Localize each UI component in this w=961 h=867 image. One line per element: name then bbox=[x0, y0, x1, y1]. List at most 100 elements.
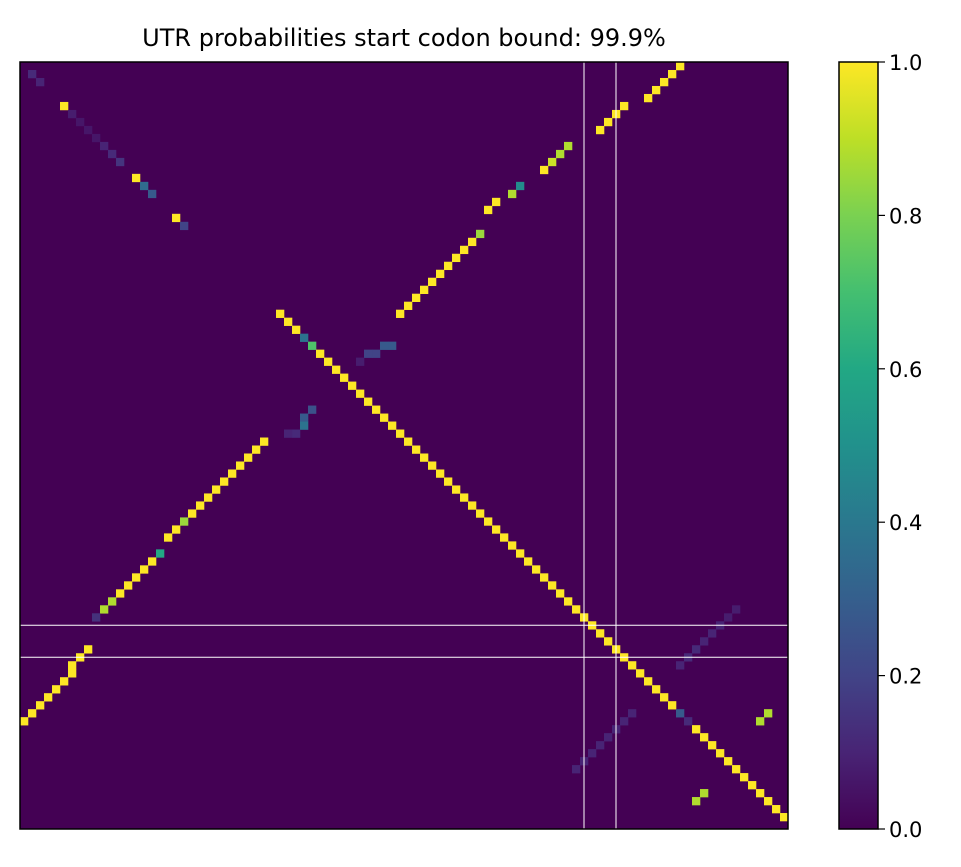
heatmap-cell bbox=[564, 597, 573, 606]
heatmap-cell bbox=[684, 717, 693, 726]
heatmap-cell bbox=[372, 405, 381, 414]
heatmap-cell bbox=[60, 677, 69, 686]
heatmap-cell bbox=[380, 341, 389, 350]
heatmap-cell bbox=[772, 805, 781, 814]
heatmap-cell bbox=[124, 581, 133, 590]
heatmap-cell bbox=[700, 637, 709, 646]
heatmap-cell bbox=[484, 205, 493, 215]
heatmap-cell bbox=[68, 661, 77, 670]
heatmap-cell bbox=[76, 117, 85, 127]
heatmap-cell bbox=[748, 781, 757, 790]
heatmap-cell bbox=[132, 173, 141, 183]
heatmap-cell bbox=[108, 597, 117, 606]
heatmap-cell bbox=[212, 485, 221, 494]
heatmap-cell bbox=[84, 125, 93, 135]
heatmap-cell bbox=[516, 181, 525, 191]
heatmap-cell bbox=[604, 117, 613, 127]
heatmap-cell bbox=[196, 501, 205, 510]
heatmap-cell bbox=[732, 765, 741, 774]
heatmap-cell bbox=[92, 613, 101, 622]
heatmap-cell bbox=[524, 557, 533, 566]
heatmap-cell bbox=[700, 789, 709, 798]
heatmap-cell bbox=[780, 813, 789, 822]
heatmap-cell bbox=[68, 109, 77, 119]
heatmap-cell bbox=[436, 469, 445, 478]
heatmap-cell bbox=[476, 509, 485, 518]
heatmap-cell bbox=[220, 477, 229, 486]
heatmap-cell bbox=[36, 701, 45, 710]
heatmap-cell bbox=[596, 629, 605, 638]
heatmap-cell bbox=[44, 693, 53, 702]
heatmap-cell bbox=[364, 349, 373, 358]
heatmap-cell bbox=[652, 685, 661, 694]
heatmap-cell bbox=[652, 85, 661, 95]
heatmap-cell bbox=[204, 493, 213, 502]
heatmap-cell bbox=[756, 717, 765, 726]
heatmap-cell bbox=[228, 469, 237, 478]
heatmap-cell bbox=[260, 437, 269, 446]
heatmap-cell bbox=[100, 141, 109, 151]
heatmap-cell bbox=[116, 589, 125, 598]
heatmap-cell bbox=[660, 693, 669, 702]
heatmap-cell bbox=[180, 221, 189, 231]
heatmap-cell bbox=[140, 181, 149, 191]
chart-title: UTR probabilities start codon bound: 99.… bbox=[142, 24, 666, 52]
heatmap-cell bbox=[28, 709, 37, 718]
heatmap-cell bbox=[548, 581, 557, 590]
heatmap-cell bbox=[596, 741, 605, 750]
heatmap-cell bbox=[468, 237, 477, 247]
heatmap-cell bbox=[236, 461, 245, 470]
heatmap-cell bbox=[396, 429, 405, 438]
heatmap-cell bbox=[388, 341, 397, 350]
heatmap-cell bbox=[756, 789, 765, 798]
heatmap-cell bbox=[188, 509, 197, 518]
heatmap-cell bbox=[460, 245, 469, 255]
heatmap-cell bbox=[508, 541, 517, 550]
heatmap-cell bbox=[324, 357, 333, 366]
heatmap-cell bbox=[316, 349, 325, 358]
heatmap-cell bbox=[252, 445, 261, 454]
heatmap-cell bbox=[244, 453, 253, 462]
heatmap-cell bbox=[708, 741, 717, 750]
heatmap-cell bbox=[60, 101, 69, 111]
heatmap-cell bbox=[540, 165, 549, 175]
heatmap-cell bbox=[356, 389, 365, 398]
heatmap-cell bbox=[132, 573, 141, 582]
heatmap-cell bbox=[308, 341, 317, 350]
colorbar-ticks: 0.0 0.2 0.4 0.6 0.8 1.0 bbox=[878, 51, 922, 842]
heatmap-cell bbox=[148, 189, 157, 199]
heatmap-cell bbox=[92, 133, 101, 143]
heatmap-cell bbox=[292, 325, 301, 334]
heatmap-cell bbox=[532, 565, 541, 574]
heatmap-cell bbox=[284, 317, 293, 326]
heatmap-cell bbox=[676, 62, 685, 71]
heatmap-cell bbox=[396, 309, 405, 318]
colorbar-tick-label: 1.0 bbox=[889, 51, 922, 75]
heatmap-cell bbox=[340, 373, 349, 382]
heatmap-cell bbox=[348, 381, 357, 390]
heatmap-cell bbox=[476, 229, 485, 239]
heatmap-cell bbox=[604, 733, 613, 742]
heatmap-cell bbox=[140, 565, 149, 574]
heatmap-cell bbox=[468, 501, 477, 510]
heatmap-cell bbox=[172, 525, 181, 534]
heatmap-cell bbox=[372, 349, 381, 358]
heatmap-cell bbox=[444, 477, 453, 486]
heatmap-cell bbox=[628, 709, 637, 718]
heatmap-cell bbox=[300, 413, 309, 422]
heatmap-cell bbox=[420, 453, 429, 462]
heatmap-cell bbox=[676, 709, 685, 718]
heatmap-cell bbox=[572, 765, 581, 774]
heatmap-cell bbox=[156, 549, 165, 558]
heatmap-cell bbox=[732, 605, 741, 614]
heatmap-cell bbox=[28, 69, 37, 79]
heatmap-cell bbox=[628, 661, 637, 670]
plot-frame bbox=[19, 61, 789, 830]
heatmap-cell bbox=[460, 493, 469, 502]
heatmap-cell bbox=[516, 549, 525, 558]
heatmap-cell bbox=[644, 93, 653, 103]
heatmap-cell bbox=[148, 557, 157, 566]
heatmap-cell bbox=[436, 269, 445, 279]
heatmap-cell bbox=[692, 725, 701, 734]
